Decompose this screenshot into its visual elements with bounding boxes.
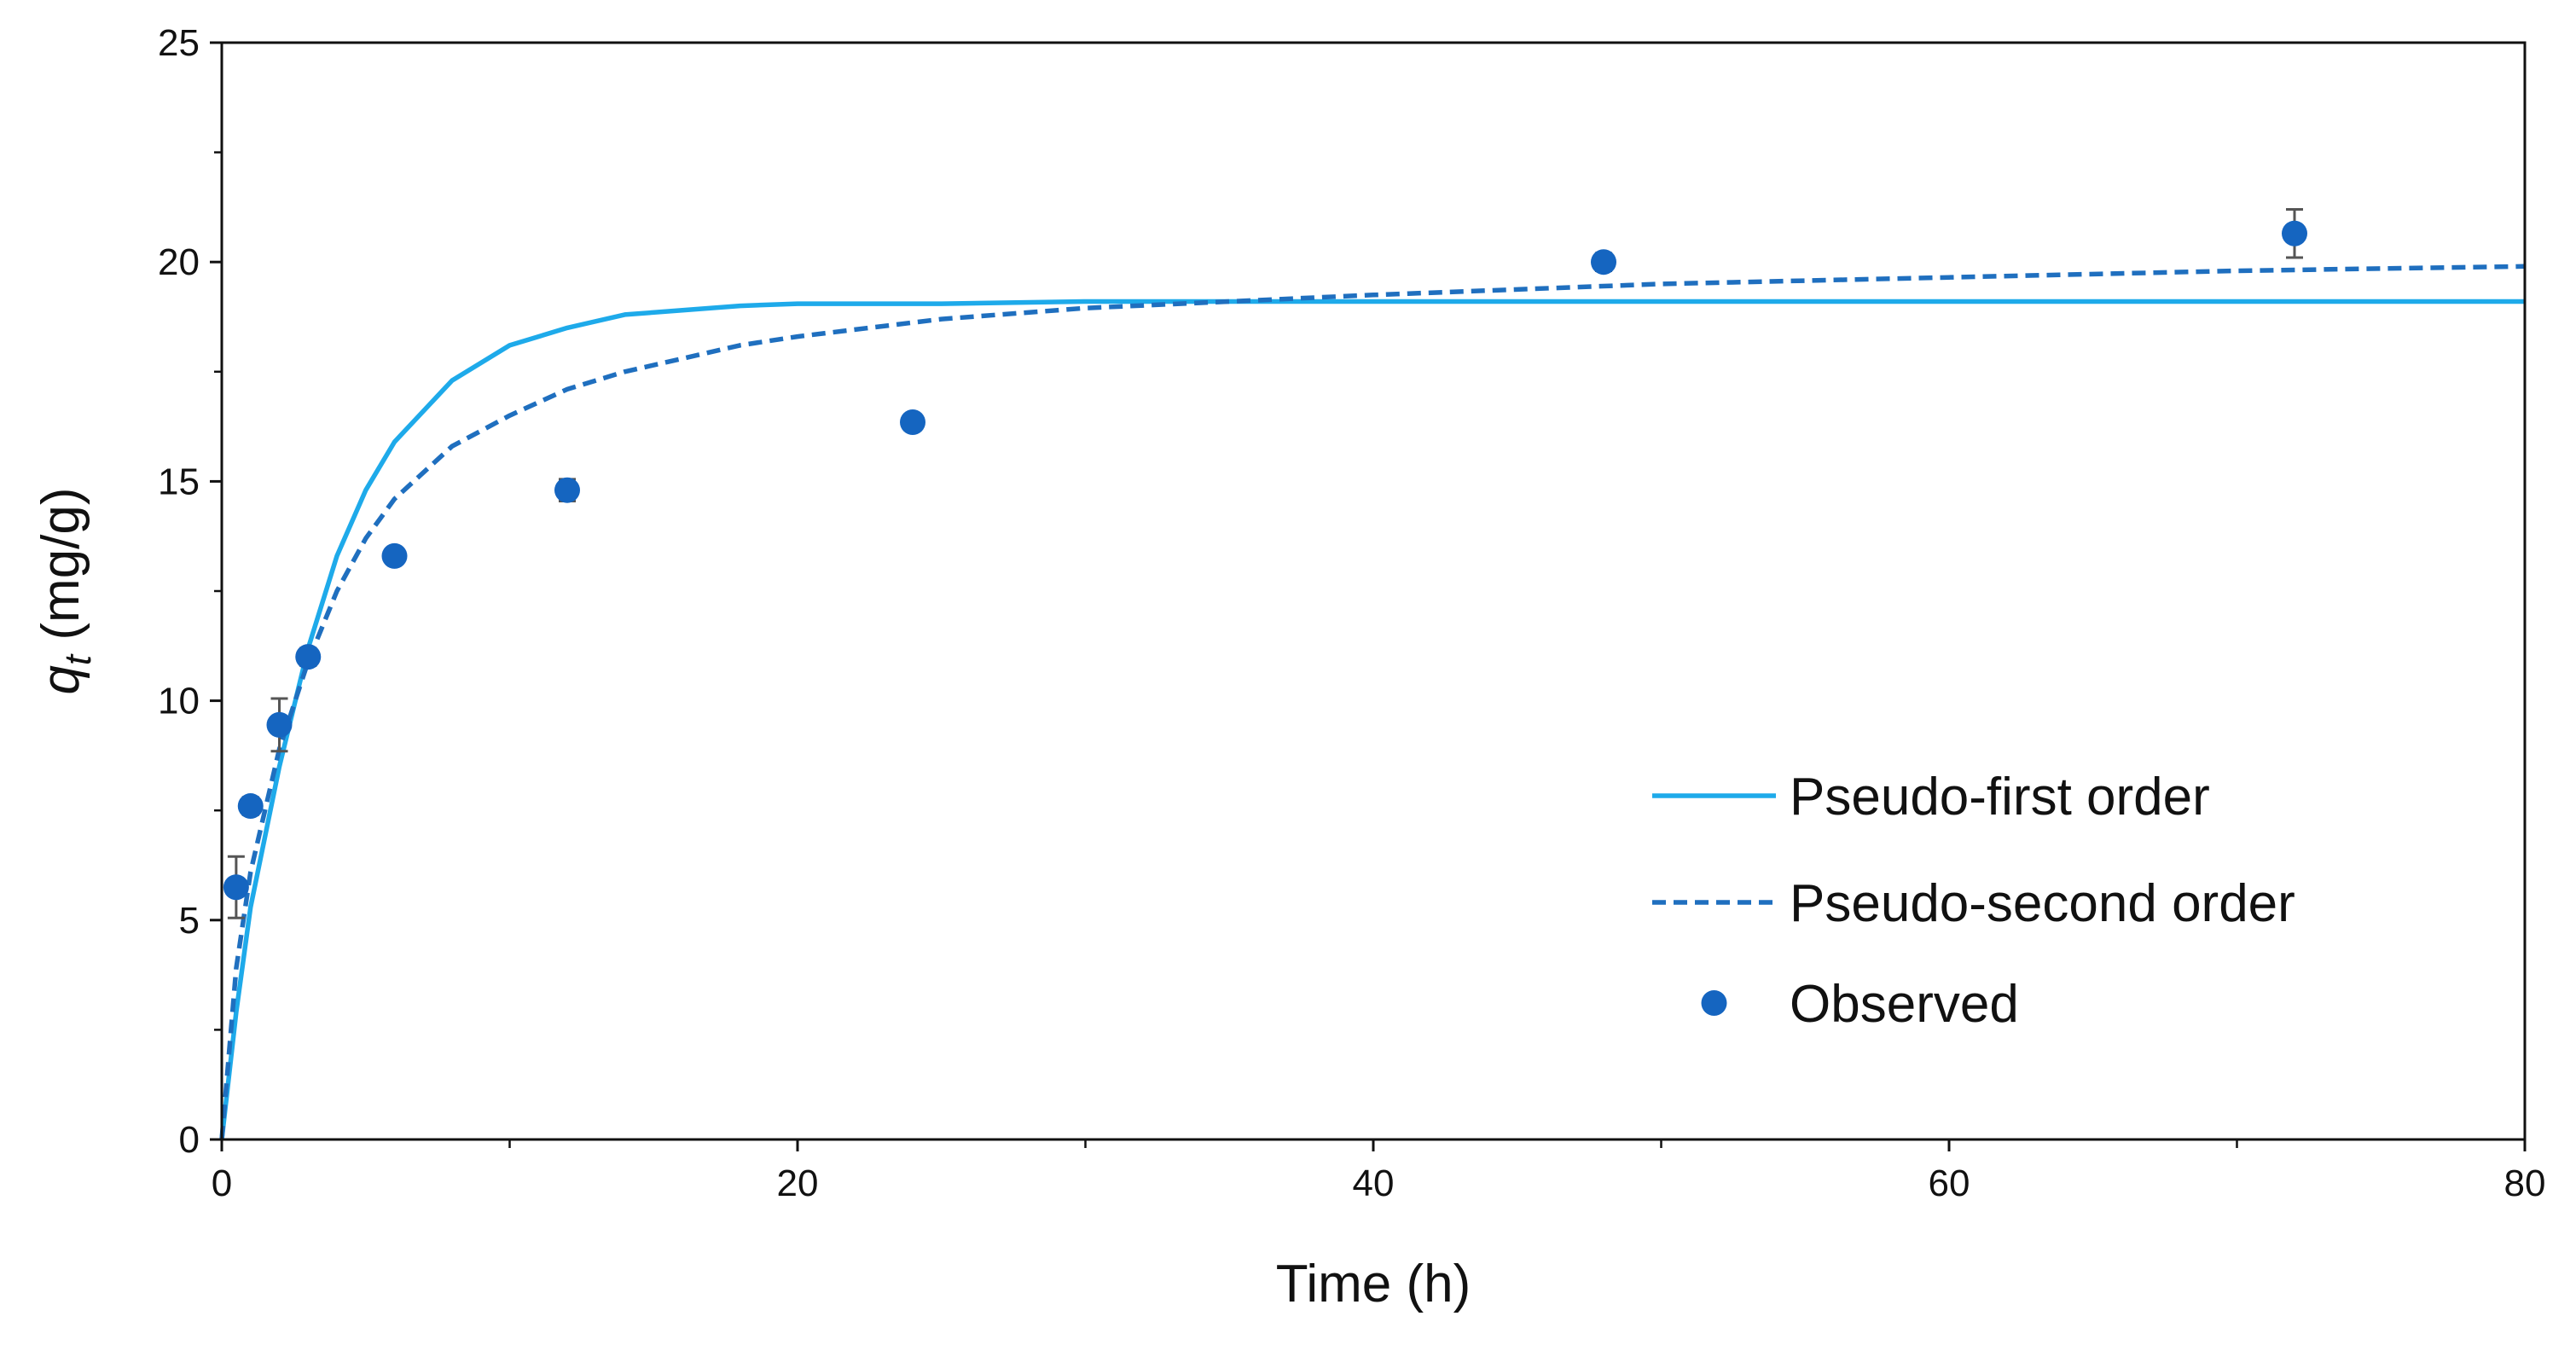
- observed-point: [266, 711, 293, 738]
- y-axis-title-unit: (mg/g): [32, 487, 90, 654]
- observed-point: [223, 874, 249, 901]
- y-tick-label: 20: [158, 241, 200, 283]
- x-tick-label: 60: [1929, 1163, 1970, 1204]
- observed-point: [900, 409, 925, 435]
- legend: Pseudo-first order Pseudo-second order Obs…: [1652, 768, 2295, 1034]
- y-tick-label: 10: [158, 681, 200, 722]
- observed-point: [554, 477, 580, 503]
- legend-label: Pseudo-first order: [1790, 768, 2210, 826]
- legend-label: Observed: [1790, 975, 2019, 1034]
- series-line-pseudo-second-order: [219, 264, 2526, 1140]
- y-tick-label: 25: [158, 22, 200, 64]
- y-tick-label: 5: [179, 900, 200, 942]
- y-axis-title-main: q: [32, 665, 90, 695]
- x-axis-title: Time (h): [1276, 1255, 1471, 1313]
- x-tick-label: 80: [2504, 1163, 2546, 1204]
- observed-point: [237, 793, 264, 820]
- observed-point: [381, 542, 408, 569]
- legend-swatch-observed: [1701, 990, 1727, 1016]
- legend-label: Pseudo-second order: [1790, 874, 2295, 933]
- observed-point: [1591, 249, 1616, 275]
- observed-point: [2282, 220, 2307, 246]
- y-axis-title: qt (mg/g): [32, 487, 99, 694]
- axes: 0 5 10 15 20 25 0 20 40 60 80: [158, 22, 2545, 1204]
- y-tick-label: 15: [158, 461, 200, 502]
- y-axis-title-sub: t: [57, 653, 99, 665]
- observed-point: [295, 644, 322, 670]
- x-tick-label: 0: [212, 1163, 232, 1204]
- plot-series: [219, 207, 2526, 1140]
- y-tick-label: 0: [179, 1119, 200, 1161]
- x-tick-label: 20: [777, 1163, 819, 1204]
- x-tick-label: 40: [1353, 1163, 1395, 1204]
